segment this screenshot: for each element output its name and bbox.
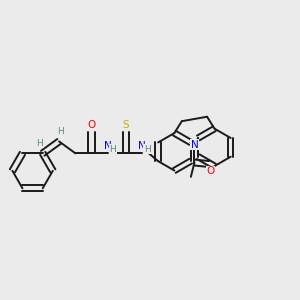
Text: S: S xyxy=(123,120,129,130)
Text: N: N xyxy=(138,141,146,151)
Text: H: H xyxy=(110,145,116,154)
Text: N: N xyxy=(191,140,199,150)
Text: H: H xyxy=(57,128,64,136)
Text: O: O xyxy=(206,166,214,176)
Text: H: H xyxy=(144,145,150,154)
Text: H: H xyxy=(36,139,43,148)
Text: N: N xyxy=(104,141,112,151)
Text: O: O xyxy=(88,120,96,130)
